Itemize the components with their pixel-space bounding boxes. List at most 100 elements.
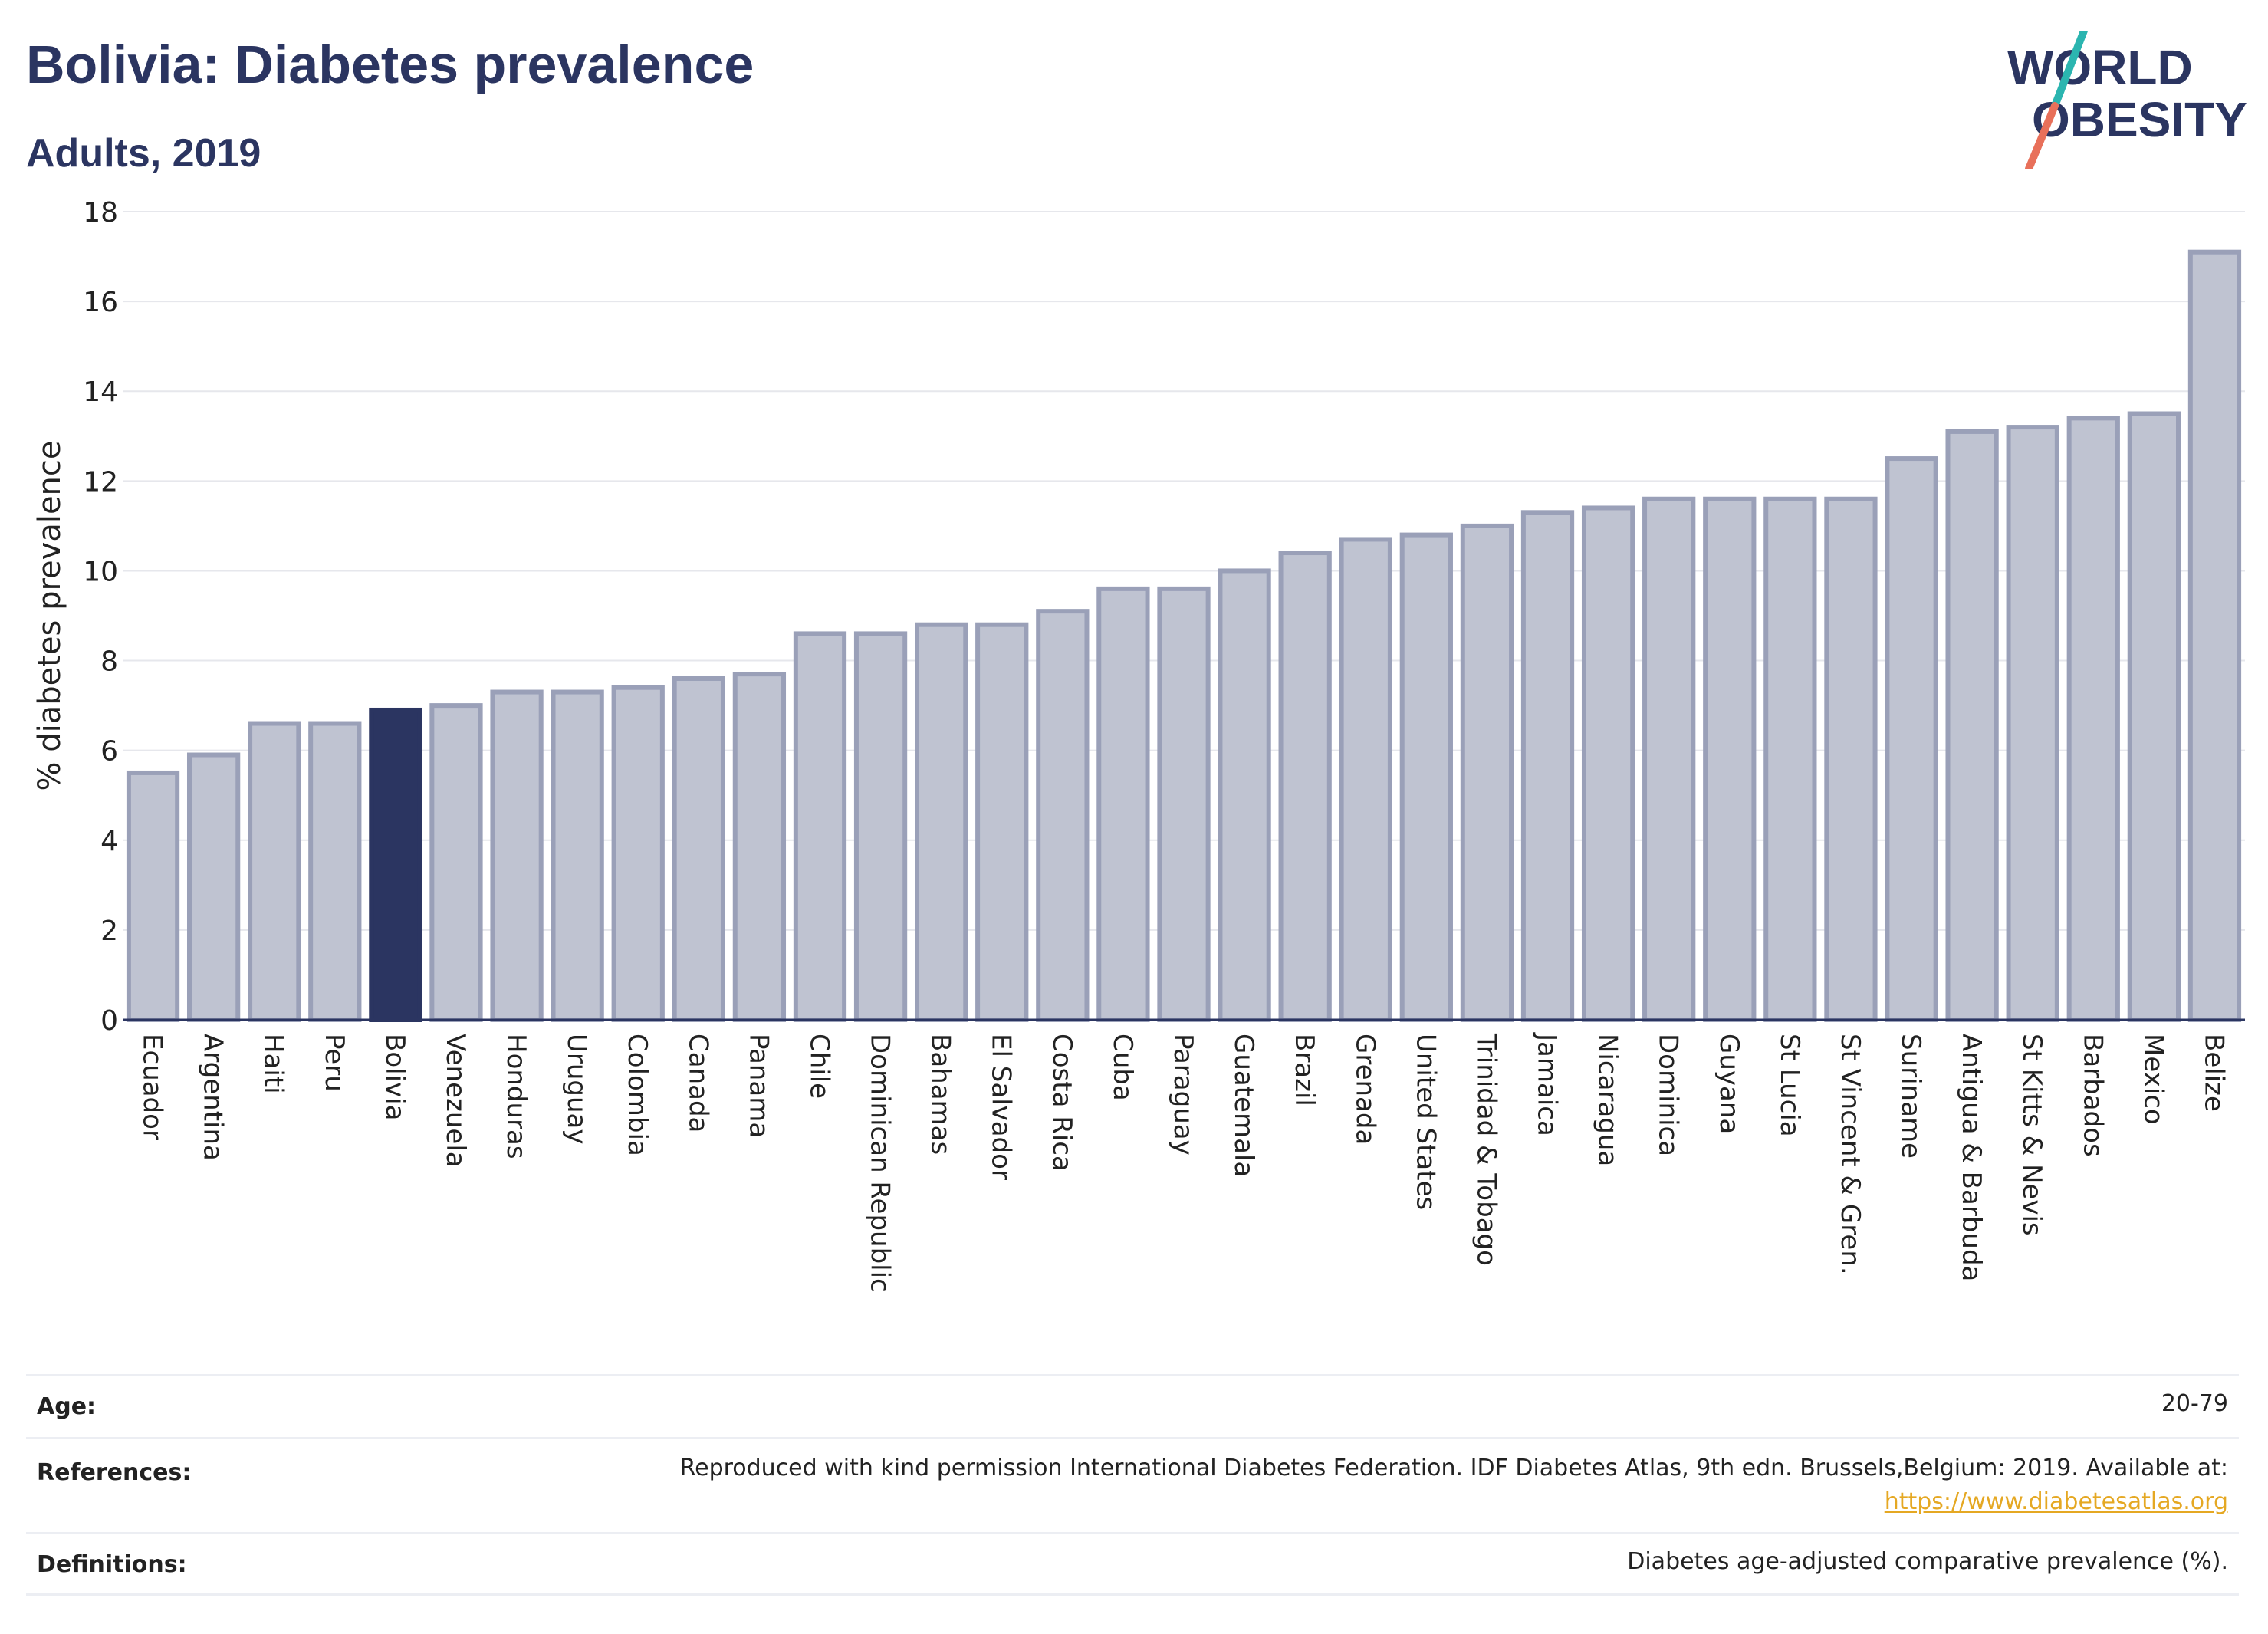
x-tick-label: St Lucia <box>1774 1034 1805 1137</box>
world-obesity-logo: WORLD OBESITY <box>2007 31 2247 169</box>
bar-paraguay <box>1157 586 1211 1022</box>
x-tick-label: Mexico <box>2138 1034 2168 1125</box>
x-tick-label: Guyana <box>1714 1034 1744 1134</box>
x-tick-label: Dominica <box>1653 1034 1684 1156</box>
x-tick-label: Barbados <box>2077 1034 2108 1157</box>
bar-colombia <box>611 685 665 1022</box>
x-tick-label: Argentina <box>198 1034 228 1161</box>
bar-mexico <box>2127 411 2181 1022</box>
info-bottom-rule <box>26 1593 2239 1596</box>
y-tick-label: 16 <box>83 287 118 318</box>
y-tick-label: 14 <box>83 376 118 408</box>
bar-haiti <box>248 721 301 1022</box>
age-label: Age: <box>37 1393 97 1420</box>
bar-cuba <box>1096 586 1150 1022</box>
bar-st-kitts-nevis <box>2006 425 2059 1023</box>
references-value: Reproduced with kind permission Internat… <box>680 1452 2228 1519</box>
references-link[interactable]: https://www.diabetesatlas.org <box>1884 1488 2228 1515</box>
x-tick-label: Belize <box>2198 1034 2229 1112</box>
x-tick-label: Antigua & Barbuda <box>1956 1034 1987 1281</box>
logo-slash-coral <box>2025 102 2059 169</box>
bar-trinidad-tobago <box>1460 523 1514 1022</box>
x-tick-label: Suriname <box>1895 1034 1926 1159</box>
bar-canada <box>672 676 725 1022</box>
x-tick-label: El Salvador <box>986 1034 1017 1180</box>
page-subtitle: Adults, 2019 <box>26 131 261 176</box>
bar-chart: 0 2 4 6 8 10 12 14 16 18 % diabetes prevalence Ecua… <box>32 197 2245 1293</box>
x-tick-label: Paraguay <box>1168 1034 1198 1156</box>
bar-suriname <box>1885 456 1938 1022</box>
info-row-age: Age: 20-79 <box>26 1374 2239 1439</box>
bar-antigua-barbuda <box>1945 429 1999 1022</box>
age-value: 20-79 <box>2161 1390 2228 1417</box>
logo-text-world: WORLD <box>2007 40 2193 95</box>
x-tick-label: Canada <box>682 1034 713 1133</box>
x-tick-label: Chile <box>804 1034 834 1099</box>
x-tick-label: Brazil <box>1289 1034 1320 1106</box>
x-tick-label: Jamaica <box>1532 1032 1563 1136</box>
definitions-label: Definitions: <box>37 1551 187 1578</box>
x-tick-label: St Vincent & Gren. <box>1835 1034 1865 1275</box>
y-tick-label: 4 <box>100 826 118 857</box>
bar-dominica <box>1642 496 1696 1022</box>
bar-grenada <box>1339 537 1392 1022</box>
bar-dominican-republic <box>853 631 908 1023</box>
y-tick-label: 18 <box>83 197 118 228</box>
bar-bahamas <box>915 622 968 1022</box>
bar-st-vincent-gren- <box>1824 496 1878 1022</box>
bar-nicaragua <box>1581 505 1635 1022</box>
y-tick-label: 8 <box>100 646 118 678</box>
bar-el-salvador <box>975 622 1029 1022</box>
bar-honduras <box>490 689 544 1022</box>
bar-uruguay <box>551 689 604 1022</box>
x-tick-label: Honduras <box>501 1034 531 1159</box>
x-tick-label: Panama <box>743 1034 774 1138</box>
x-tick-label: Trinidad & Tobago <box>1471 1033 1501 1266</box>
bar-peru <box>308 721 362 1022</box>
info-row-definitions: Definitions: Diabetes age-adjusted compa… <box>26 1532 2239 1596</box>
x-tick-label: Cuba <box>1107 1034 1138 1101</box>
x-tick-label: Bahamas <box>925 1034 956 1155</box>
bar-venezuela <box>429 703 483 1022</box>
definitions-value: Diabetes age-adjusted comparative preval… <box>1627 1548 2228 1575</box>
bar-brazil <box>1278 551 1332 1022</box>
bar-guatemala <box>1218 568 1271 1022</box>
bar-bolivia <box>369 707 422 1022</box>
x-tick-label: Colombia <box>622 1034 652 1156</box>
bar-chile <box>793 631 847 1023</box>
references-label: References: <box>37 1459 192 1486</box>
bar-united-states <box>1399 532 1453 1023</box>
bar-jamaica <box>1520 510 1575 1023</box>
references-text: Reproduced with kind permission Internat… <box>679 1455 2228 1481</box>
x-tick-label: St Kitts & Nevis <box>2017 1034 2047 1236</box>
x-tick-label: Nicaragua <box>1593 1034 1623 1166</box>
bar-guyana <box>1703 496 1757 1022</box>
y-tick-label: 0 <box>100 1005 118 1037</box>
x-tick-label: Guatemala <box>1228 1034 1259 1177</box>
info-row-references: References: Reproduced with kind permiss… <box>26 1437 2239 1534</box>
x-tick-label: Costa Rica <box>1047 1034 1077 1172</box>
x-tick-label: Ecuador <box>137 1034 168 1140</box>
x-tick-label: Uruguay <box>561 1034 592 1145</box>
logo-slash-teal <box>2051 31 2088 110</box>
bar-panama <box>732 672 787 1022</box>
bar-ecuador <box>126 770 180 1022</box>
x-tick-label: Haiti <box>258 1034 289 1094</box>
y-tick-label: 2 <box>100 916 118 947</box>
y-tick-label: 10 <box>83 556 118 587</box>
x-tick-label: Grenada <box>1349 1034 1380 1145</box>
bar-st-lucia <box>1763 496 1817 1022</box>
bar-argentina <box>186 752 241 1022</box>
page-title: Bolivia: Diabetes prevalence <box>26 35 754 94</box>
bar-costa-rica <box>1036 609 1090 1022</box>
logo-text-obesity: OBESITY <box>2032 92 2247 147</box>
bar-belize <box>2187 249 2242 1022</box>
y-axis-label: % diabetes prevalence <box>32 440 67 791</box>
x-tick-label: Dominican Republic <box>865 1034 896 1293</box>
x-tick-label: Venezuela <box>440 1034 471 1168</box>
x-tick-label: Peru <box>319 1034 350 1092</box>
y-tick-label: 12 <box>83 466 118 498</box>
bar-barbados <box>2066 416 2120 1023</box>
x-tick-label: Bolivia <box>380 1034 410 1120</box>
x-tick-label: United States <box>1410 1034 1441 1210</box>
